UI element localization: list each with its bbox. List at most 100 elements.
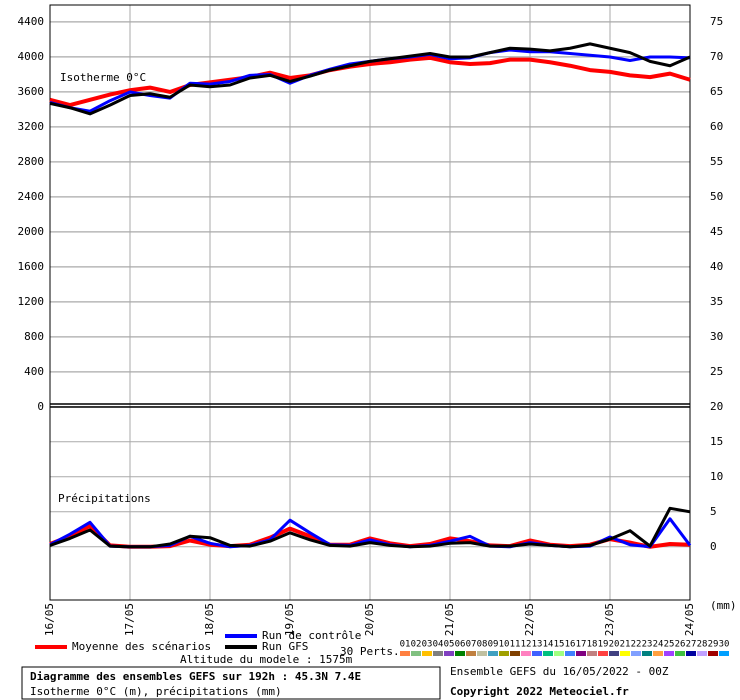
title-box (21, 666, 441, 700)
pert-label: 09 (488, 640, 499, 650)
y-tick-label: 3200 (18, 120, 45, 133)
pert-label: 07 (466, 640, 477, 650)
y2-tick-label: 35 (710, 295, 723, 308)
pert-swatch (411, 651, 421, 656)
pert-label: 28 (697, 640, 708, 650)
pert-swatch (675, 651, 685, 656)
isotherm-line (49, 55, 691, 108)
y2-tick-label: 65 (710, 85, 723, 98)
legend-label: Run GFS (262, 640, 308, 653)
pert-swatch (653, 651, 663, 656)
pert-swatch (510, 651, 520, 656)
pert-swatch (598, 651, 608, 656)
y-tick-label: 3600 (18, 85, 45, 98)
lines (49, 42, 692, 549)
x-tick-label: 20/05 (363, 603, 376, 636)
pert-swatch (719, 651, 729, 656)
pert-label: 15 (554, 640, 565, 650)
pert-swatch (642, 651, 652, 656)
isotherm-label: Isotherme 0°C (60, 71, 146, 84)
pert-label: 21 (620, 640, 631, 650)
altitude-label: Altitude du modele : 1575m (180, 653, 353, 666)
pert-swatch (521, 651, 531, 656)
y2-tick-label: 75 (710, 15, 723, 28)
pert-swatch (499, 651, 509, 656)
y2-tick-label: 5 (710, 505, 717, 518)
pert-label: 22 (631, 640, 642, 650)
pert-label: 18 (587, 640, 598, 650)
pert-swatch (532, 651, 542, 656)
y-tick-label: 2400 (18, 190, 45, 203)
y-tick-label: 4400 (18, 15, 45, 28)
pert-swatch (488, 651, 498, 656)
pert-label: 03 (422, 640, 433, 650)
pert-swatch (422, 651, 432, 656)
perts-label: 30 Perts. (340, 645, 400, 658)
y2-tick-label: 0 (710, 540, 717, 553)
pert-swatch (455, 651, 465, 656)
chart-subtitle: Isotherme 0°C (m), précipitations (mm) (30, 685, 282, 698)
y2-tick-label: 20 (710, 400, 723, 413)
pert-label: 30 (719, 640, 730, 650)
y2-tick-label: 45 (710, 225, 723, 238)
pert-swatch (620, 651, 630, 656)
pert-swatch (466, 651, 476, 656)
y2-tick-label: 50 (710, 190, 723, 203)
pert-swatch (554, 651, 564, 656)
pert-label: 23 (642, 640, 653, 650)
pert-label: 14 (543, 640, 554, 650)
pert-swatch (444, 651, 454, 656)
y2-tick-label: 30 (710, 330, 723, 343)
legend-label: Run de contrôle (262, 629, 361, 642)
pert-swatch (697, 651, 707, 656)
y-tick-label: 400 (24, 365, 44, 378)
pert-label: 20 (609, 640, 620, 650)
x-tick-label: 17/05 (123, 603, 136, 636)
legend-label: Moyenne des scénarios (72, 640, 211, 653)
x-tick-label: 24/05 (683, 603, 696, 636)
x-tick-label: 18/05 (203, 603, 216, 636)
pert-label: 08 (477, 640, 488, 650)
y2-tick-label: 10 (710, 470, 723, 483)
pert-label: 27 (686, 640, 697, 650)
pert-label: 12 (521, 640, 532, 650)
pert-swatch (576, 651, 586, 656)
unit-label: (mm) (710, 599, 737, 612)
y2-tick-label: 70 (710, 50, 723, 63)
x-tick-label: 22/05 (523, 603, 536, 636)
y2-tick-label: 40 (710, 260, 723, 273)
y-tick-label: 800 (24, 330, 44, 343)
pert-label: 19 (598, 640, 609, 650)
pert-label: 16 (565, 640, 576, 650)
pert-swatch (433, 651, 443, 656)
pert-label: 26 (675, 640, 686, 650)
pert-swatch (543, 651, 553, 656)
y-tick-label: 2000 (18, 225, 45, 238)
plot-frame (49, 4, 691, 601)
x-tick-label: 23/05 (603, 603, 616, 636)
precip-line (49, 506, 691, 549)
pert-swatch (565, 651, 575, 656)
pert-swatch (631, 651, 641, 656)
x-tick-label: 16/05 (43, 603, 56, 636)
pert-label: 25 (664, 640, 675, 650)
precip-label: Précipitations (58, 492, 151, 505)
y-tick-label: 0 (37, 400, 44, 413)
chart-title: Diagramme des ensembles GEFS sur 192h : … (30, 670, 361, 683)
copyright: Copyright 2022 Meteociel.fr (450, 685, 629, 698)
x-tick-label: 19/05 (283, 603, 296, 636)
y-tick-label: 1600 (18, 260, 45, 273)
pert-label: 17 (576, 640, 587, 650)
isotherm-line (49, 42, 691, 116)
y2-tick-label: 60 (710, 120, 723, 133)
pert-label: 06 (455, 640, 466, 650)
pert-label: 05 (444, 640, 455, 650)
y2-tick-label: 25 (710, 365, 723, 378)
y-tick-label: 4000 (18, 50, 45, 63)
pert-label: 02 (411, 640, 422, 650)
pert-swatch (708, 651, 718, 656)
pert-label: 24 (653, 640, 664, 650)
x-tick-label: 21/05 (443, 603, 456, 636)
pert-swatch (609, 651, 619, 656)
